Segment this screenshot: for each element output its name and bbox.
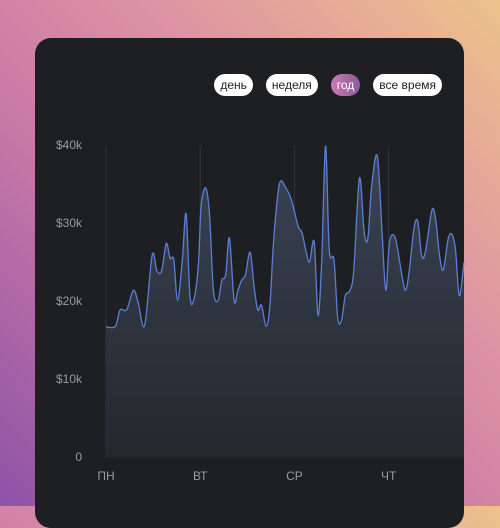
y-tick-label: $20k xyxy=(56,294,83,308)
x-tick-label: ПН xyxy=(97,469,114,483)
range-filters: день неделя год все время xyxy=(214,74,442,96)
range-button[interactable]: неделя xyxy=(265,74,318,96)
x-tick-label: ЧТ xyxy=(381,469,397,483)
range-button[interactable]: все время xyxy=(373,74,442,96)
y-tick-label: 0 xyxy=(75,450,82,464)
line xyxy=(105,145,465,329)
x-tick-label: ВТ xyxy=(193,469,208,483)
x-tick-label: СР xyxy=(286,469,303,483)
range-button[interactable]: год xyxy=(330,74,361,96)
chart: 0 $10k $20k $30k $40k ПН ВТ СР ЧТ xyxy=(56,138,465,483)
area xyxy=(106,145,464,458)
range-button[interactable]: день xyxy=(214,74,253,96)
y-tick-label: $10k xyxy=(56,372,83,386)
y-tick-label: $40k xyxy=(56,138,83,152)
y-tick-label: $30k xyxy=(56,216,83,230)
